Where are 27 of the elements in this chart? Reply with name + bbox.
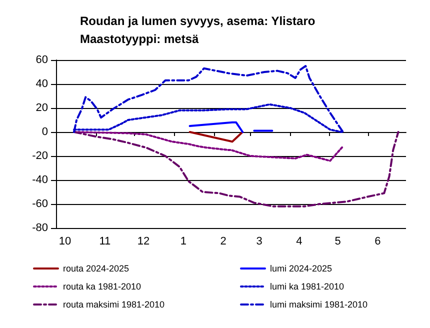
legend-label: lumi maksimi 1981-2010 xyxy=(270,300,368,310)
x-tick-label: 4 xyxy=(296,236,302,248)
x-tick-label: 3 xyxy=(256,236,262,248)
legend-label: routa maksimi 1981-2010 xyxy=(63,300,165,310)
x-tick-label: 1 xyxy=(180,236,186,248)
line-series xyxy=(73,131,400,208)
legend-label: routa 2024-2025 xyxy=(63,264,130,274)
x-tick-label: 6 xyxy=(374,236,381,248)
y-tick-label: 60 xyxy=(36,54,48,66)
legend-label: routa ka 1981-2010 xyxy=(63,282,142,292)
y-tick-label: -20 xyxy=(32,150,48,162)
line-series xyxy=(73,131,344,162)
chart-subtitle: Maastotyyppi: metsä xyxy=(80,32,200,46)
x-tick-label: 5 xyxy=(334,236,341,248)
y-tick-label: 20 xyxy=(36,102,48,114)
x-tick-label: 12 xyxy=(137,236,150,248)
y-tick-label: -80 xyxy=(32,222,48,234)
x-tick-label: 10 xyxy=(58,236,72,248)
x-tick-label: 11 xyxy=(99,236,111,248)
legend-label: lumi 2024-2025 xyxy=(270,264,332,274)
chart-title: Roudan ja lumen syvyys, asema: Ylistaro xyxy=(80,14,316,28)
x-tick-label: 2 xyxy=(220,236,226,248)
legend-label: lumi ka 1981-2010 xyxy=(270,282,344,292)
y-tick-label: -40 xyxy=(32,174,48,186)
y-tick-label: -60 xyxy=(32,198,48,210)
y-tick-label: 0 xyxy=(42,126,48,138)
y-tick-label: 40 xyxy=(36,78,48,90)
